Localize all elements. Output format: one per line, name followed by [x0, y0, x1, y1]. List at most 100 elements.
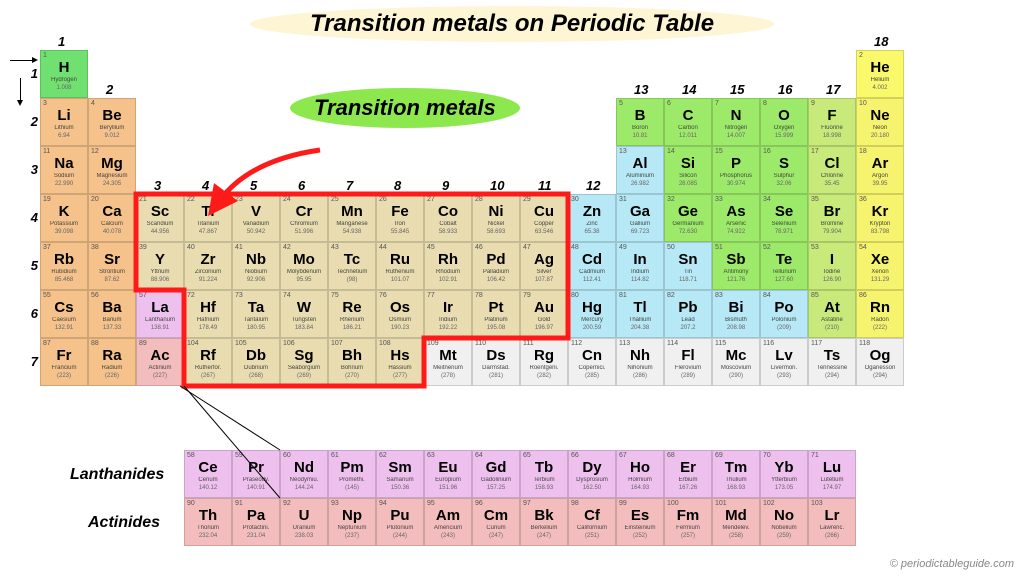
element-Ra: 88RaRadium(226)	[88, 338, 136, 386]
callout-text: Transition metals	[314, 95, 496, 120]
element-Ge: 32GeGermanium72.630	[664, 194, 712, 242]
group-label-14: 14	[682, 82, 696, 97]
period-label-2: 2	[18, 114, 38, 129]
element-Gd: 64GdGadolinium157.25	[472, 450, 520, 498]
element-Sg: 106SgSeaborgium(269)	[280, 338, 328, 386]
element-C: 6CCarbon12.011	[664, 98, 712, 146]
element-Sb: 51SbAntimony121.76	[712, 242, 760, 290]
element-Pm: 61PmPromethi.(145)	[328, 450, 376, 498]
element-Rb: 37RbRubidium85.468	[40, 242, 88, 290]
element-B: 5BBoron10.81	[616, 98, 664, 146]
period-label-3: 3	[18, 162, 38, 177]
element-Zr: 40ZrZirconium91.224	[184, 242, 232, 290]
element-Mt: 109MtMeitnerium(278)	[424, 338, 472, 386]
element-H: 1HHydrogen1.008	[40, 50, 88, 98]
element-Tm: 69TmThulium168.93	[712, 450, 760, 498]
element-Li: 3LiLithium6.94	[40, 98, 88, 146]
lanthanides-label: Lanthanides	[70, 466, 164, 484]
element-Pa: 91PaProtactini.231.04	[232, 498, 280, 546]
element-W: 74WTungsten183.84	[280, 290, 328, 338]
element-P: 15PPhosphorus30.974	[712, 146, 760, 194]
element-Ga: 31GaGallium69.723	[616, 194, 664, 242]
element-Ds: 110DsDarmstad.(281)	[472, 338, 520, 386]
element-Eu: 63EuEuropium151.96	[424, 450, 472, 498]
group-label-18: 18	[874, 34, 888, 49]
element-K: 19KPotassium39.098	[40, 194, 88, 242]
period-label-1: 1	[18, 66, 38, 81]
element-Pd: 46PdPalladium106.42	[472, 242, 520, 290]
element-Ir: 77IrIridium192.22	[424, 290, 472, 338]
element-Re: 75ReRhenium186.21	[328, 290, 376, 338]
element-No: 102NoNobelium(259)	[760, 498, 808, 546]
group-label-10: 10	[490, 178, 504, 193]
period-label-4: 4	[18, 210, 38, 225]
period-direction-arrow	[20, 78, 21, 102]
element-Cm: 96CmCurium(247)	[472, 498, 520, 546]
element-Nd: 60NdNeodymiu.144.24	[280, 450, 328, 498]
element-Co: 27CoCobalt58.933	[424, 194, 472, 242]
group-label-4: 4	[202, 178, 209, 193]
element-Er: 68ErErbium167.26	[664, 450, 712, 498]
element-Pb: 82PbLead207.2	[664, 290, 712, 338]
element-Bk: 97BkBerkelium(247)	[520, 498, 568, 546]
element-Mo: 42MoMolybdenum95.95	[280, 242, 328, 290]
element-Pt: 78PtPlatinum195.08	[472, 290, 520, 338]
element-Es: 99EsEinsteinium(252)	[616, 498, 664, 546]
actinides-label: Actinides	[88, 514, 160, 532]
group-label-8: 8	[394, 178, 401, 193]
element-Ne: 10NeNeon20.180	[856, 98, 904, 146]
element-Cl: 17ClChlorine35.45	[808, 146, 856, 194]
element-Sn: 50SnTin118.71	[664, 242, 712, 290]
element-Rf: 104RfRutherfor.(267)	[184, 338, 232, 386]
element-Am: 95AmAmericium(243)	[424, 498, 472, 546]
element-Fl: 114FlFlerovium(289)	[664, 338, 712, 386]
group-label-2: 2	[106, 82, 113, 97]
element-Ni: 28NiNickel58.693	[472, 194, 520, 242]
element-La: 57LaLanthanum138.91	[136, 290, 184, 338]
element-In: 49InIndium114.82	[616, 242, 664, 290]
element-O: 8OOxygen15.999	[760, 98, 808, 146]
element-Yb: 70YbYtterbium173.05	[760, 450, 808, 498]
element-Kr: 36KrKrypton83.798	[856, 194, 904, 242]
element-Te: 52TeTellurium127.60	[760, 242, 808, 290]
element-Ba: 56BaBarium137.33	[88, 290, 136, 338]
element-Rg: 111RgRoentgeni.(282)	[520, 338, 568, 386]
element-Cr: 24CrChromium51.996	[280, 194, 328, 242]
group-label-12: 12	[586, 178, 600, 193]
element-S: 16SSulphur32.06	[760, 146, 808, 194]
group-label-9: 9	[442, 178, 449, 193]
element-Th: 90ThThorium232.04	[184, 498, 232, 546]
element-Hg: 80HgMercury200.59	[568, 290, 616, 338]
element-Ti: 22TiTitanium47.867	[184, 194, 232, 242]
element-Mc: 115McMoscovium(290)	[712, 338, 760, 386]
element-Au: 79AuGold196.97	[520, 290, 568, 338]
element-N: 7NNitrogen14.007	[712, 98, 760, 146]
element-U: 92UUranium238.03	[280, 498, 328, 546]
element-Br: 35BrBromine79.904	[808, 194, 856, 242]
element-Xe: 54XeXenon131.29	[856, 242, 904, 290]
element-Ca: 20CaCalcium40.078	[88, 194, 136, 242]
element-Pr: 59PrPraseody.140.91	[232, 450, 280, 498]
element-Og: 118OgOganesson(294)	[856, 338, 904, 386]
element-Fe: 26FeIron55.845	[376, 194, 424, 242]
element-Si: 14SiSilicon28.085	[664, 146, 712, 194]
element-Lu: 71LuLutetium174.97	[808, 450, 856, 498]
element-Be: 4BeBeryllium9.012	[88, 98, 136, 146]
element-Fr: 87FrFrancium(223)	[40, 338, 88, 386]
element-Ag: 47AgSilver107.87	[520, 242, 568, 290]
element-Db: 105DbDubnium(268)	[232, 338, 280, 386]
group-label-5: 5	[250, 178, 257, 193]
element-Nh: 113NhNihonium(286)	[616, 338, 664, 386]
element-As: 33AsArsenic74.922	[712, 194, 760, 242]
group-label-15: 15	[730, 82, 744, 97]
element-Hs: 108HsHassium(277)	[376, 338, 424, 386]
element-Rn: 86RnRadon(222)	[856, 290, 904, 338]
element-Sc: 21ScScandium44.956	[136, 194, 184, 242]
group-label-6: 6	[298, 178, 305, 193]
element-Zn: 30ZnZinc65.38	[568, 194, 616, 242]
element-Y: 39YYttrium88.906	[136, 242, 184, 290]
element-Fm: 100FmFermium(257)	[664, 498, 712, 546]
element-Ho: 67HoHolmium164.93	[616, 450, 664, 498]
element-Tc: 43TcTechnetium(98)	[328, 242, 376, 290]
element-Cu: 29CuCopper63.546	[520, 194, 568, 242]
